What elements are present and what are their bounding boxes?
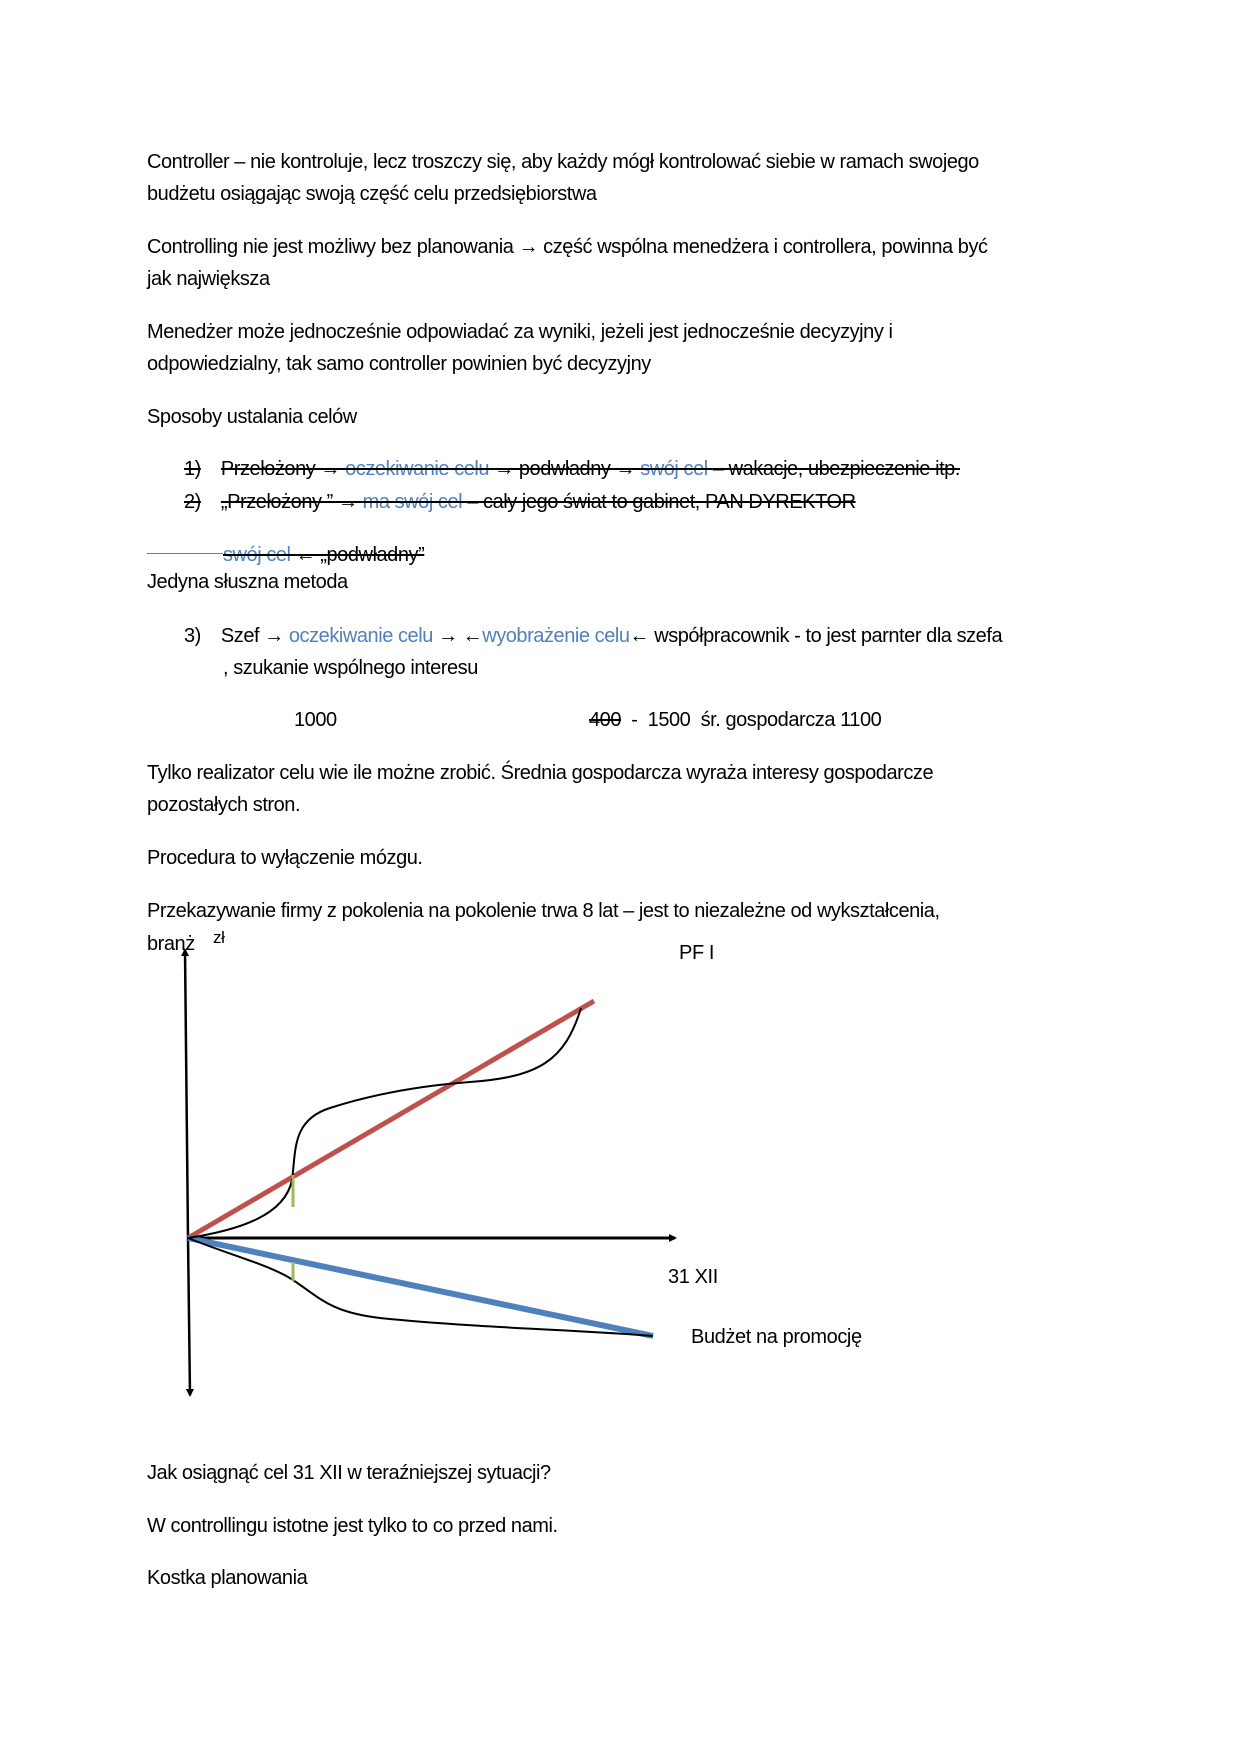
text: → podwładny → xyxy=(494,458,641,480)
text: Przełożony → xyxy=(220,458,346,480)
list-item-3: 3) Szef → oczekiwanie celu → ←wyobrażenie… xyxy=(184,624,1003,648)
y-axis-up xyxy=(181,948,190,1239)
text-blue: swój cel xyxy=(223,544,296,566)
text-blue: swój cel xyxy=(640,458,713,480)
text-blue: oczekiwanie celu xyxy=(345,458,495,480)
y-axis-label: zł xyxy=(213,928,225,947)
number-400: 400 xyxy=(589,709,622,731)
text: – cały jego świat to gabinet, PAN DYREKT… xyxy=(467,491,856,513)
list-item-3-line2: , szukanie wspólnego interesu xyxy=(223,657,478,679)
text: → ← xyxy=(432,625,483,647)
text: Szef → xyxy=(220,625,289,647)
text-blue: wyobrażenie celu xyxy=(482,625,630,647)
paragraph-line: Controlling nie jest możliwy bez planowa… xyxy=(147,236,988,258)
paragraph-line: pozostałych stron. xyxy=(147,794,301,816)
paragraph-line: W controllingu istotne jest tylko to co … xyxy=(147,1515,558,1537)
list-number: 3) xyxy=(184,625,201,647)
text: ← „podwładny” xyxy=(295,544,425,566)
actual-curve-down xyxy=(187,1237,654,1337)
actual-curve-up xyxy=(187,1007,582,1239)
number-1000: 1000 xyxy=(294,709,337,731)
budget-label: Budżet na promocję xyxy=(691,1326,862,1348)
paragraph-line: Jak osiągnąć cel 31 XII w teraźniejszej … xyxy=(147,1462,551,1484)
text: - 1500 śr. gospodarcza 1100 xyxy=(621,709,882,731)
section-heading: Sposoby ustalania celów xyxy=(147,406,357,428)
text: – wakacje, ubezpieczenie itp. xyxy=(712,458,961,480)
plan-line-down xyxy=(187,1235,654,1339)
paragraph-line: Jedyna słuszna metoda xyxy=(147,571,348,593)
list-item-2: 2) „Przełożony ” → ma swój cel – cały jeg… xyxy=(184,490,856,514)
y-axis-down xyxy=(185,1237,194,1397)
paragraph-line: Tylko realizator celu wie ile możne zrob… xyxy=(147,762,934,784)
text-blue: oczekiwanie celu xyxy=(288,625,433,647)
text-blue: ma swój cel xyxy=(362,491,468,513)
text: ← współpracownik - to jest parnter dla s… xyxy=(629,625,1003,647)
list-item-1: 1) Przełożony → oczekiwanie celu → podwła… xyxy=(184,457,960,481)
numbers-line: 400 - 1500 śr. gospodarcza 1100 xyxy=(589,708,882,732)
text: „Przełożony ” → xyxy=(220,491,363,513)
list-item-2-continuation: swój cel ← „podwładny” xyxy=(147,543,425,567)
paragraph-line: Przekazywanie firmy z pokolenia na pokol… xyxy=(147,900,940,922)
paragraph-line: odpowiedzialny, tak samo controller powi… xyxy=(147,353,651,375)
paragraph-line: budżetu osiągając swoją część celu przed… xyxy=(147,183,597,205)
x-axis-label: 31 XII xyxy=(668,1266,718,1288)
paragraph-line: Procedura to wyłączenie mózgu. xyxy=(147,847,423,869)
plan-line-up xyxy=(186,998,596,1241)
paragraph-line: jak największa xyxy=(147,268,270,290)
blue-rule xyxy=(147,553,223,555)
paragraph-line: Menedżer może jednocześnie odpowiadać za… xyxy=(147,321,893,343)
paragraph-line: Kostka planowania xyxy=(147,1567,308,1589)
pf-label: PF I xyxy=(679,942,715,964)
list-number: 2) xyxy=(184,491,201,513)
paragraph-line: Controller – nie kontroluje, lecz troszc… xyxy=(147,151,979,173)
list-number: 1) xyxy=(184,458,201,480)
